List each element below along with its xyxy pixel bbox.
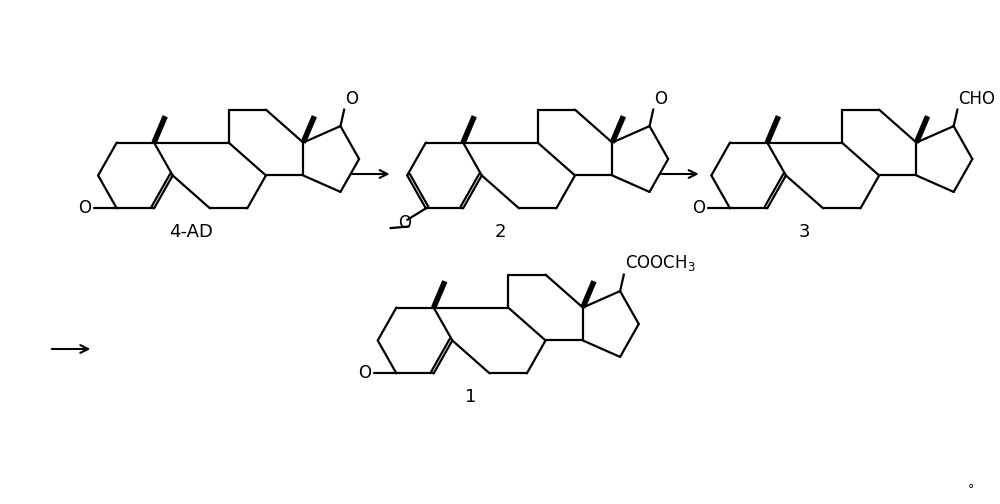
Text: O: O — [345, 90, 358, 108]
Text: COOCH$_3$: COOCH$_3$ — [625, 253, 695, 273]
Text: 2: 2 — [495, 223, 506, 241]
Text: °: ° — [968, 483, 975, 496]
Text: O: O — [692, 200, 705, 217]
Text: 4-AD: 4-AD — [169, 223, 213, 241]
Text: O: O — [398, 214, 411, 232]
Text: CHO: CHO — [958, 90, 995, 108]
Text: O: O — [654, 90, 667, 108]
Text: O: O — [358, 364, 371, 383]
Text: 3: 3 — [799, 223, 810, 241]
Text: 1: 1 — [465, 388, 477, 406]
Text: O: O — [78, 200, 91, 217]
